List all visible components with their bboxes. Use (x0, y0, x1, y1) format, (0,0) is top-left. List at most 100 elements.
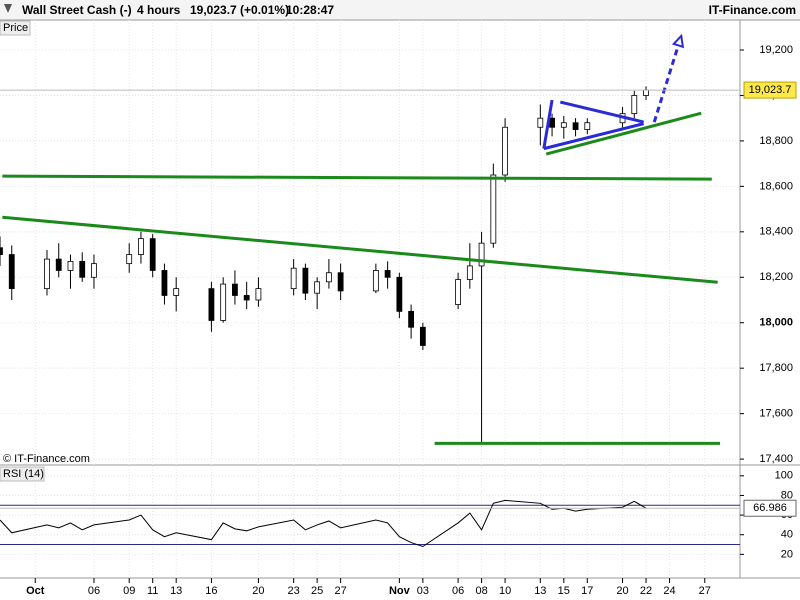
candle-body (302, 267, 309, 294)
x-tick-label: 27 (335, 585, 347, 597)
x-tick-label: 23 (288, 585, 300, 597)
x-tick-label: 25 (311, 585, 323, 597)
candle-body (560, 122, 567, 128)
candle-body (314, 281, 321, 294)
panel-label-box (0, 20, 31, 36)
candle-body (243, 295, 250, 301)
x-tick-label: 16 (205, 585, 217, 597)
interval: 4 hours (137, 3, 181, 17)
x-tick-label: Nov (389, 585, 411, 597)
candle-body (255, 288, 262, 301)
arrow-head (671, 33, 685, 49)
trend-line (652, 35, 683, 123)
y-tick-label: 100 (775, 470, 793, 482)
x-tick-label: 24 (663, 585, 675, 597)
x-tick-label: 03 (417, 585, 429, 597)
x-tick-label: 11 (147, 585, 158, 597)
last-price-label: 19,023.7 (749, 84, 792, 96)
panel-label: RSI (14) (3, 468, 44, 480)
candle-body (384, 270, 391, 278)
y-tick-label: 40 (781, 529, 793, 541)
menu-icon[interactable] (4, 4, 12, 13)
candle-body (8, 254, 15, 290)
candle-body (208, 288, 215, 321)
candle-body (325, 272, 332, 283)
candle-body (0, 247, 3, 255)
trend-line (545, 111, 702, 156)
candle-body (537, 117, 544, 128)
last-price-box (743, 81, 797, 99)
candle-body (549, 117, 555, 128)
candle-body (478, 242, 485, 267)
symbol: Wall Street Cash (-) (22, 3, 132, 17)
quote: 19,023.7 (+0.01%) (190, 3, 289, 17)
candle-body (232, 283, 238, 296)
x-tick-label: 06 (452, 585, 464, 597)
panel-label: Price (3, 22, 28, 34)
y-tick-label: 17,600 (759, 408, 793, 420)
trend-line (559, 100, 645, 124)
trend-line (2, 174, 712, 181)
y-tick-label: 18,000 (759, 317, 793, 329)
trend-line (543, 122, 645, 151)
x-tick-label: 27 (699, 585, 711, 597)
candle-body (290, 267, 297, 290)
candle-body (490, 174, 497, 244)
y-tick-label: 17,400 (759, 453, 793, 465)
watermark: © IT-Finance.com (3, 453, 90, 465)
candle-body (79, 260, 86, 278)
y-tick-label: 18,800 (759, 135, 793, 147)
candle-body (419, 326, 426, 346)
candle-body (372, 270, 379, 292)
x-tick-label: 22 (640, 585, 652, 597)
brand: IT-Finance.com (709, 3, 796, 17)
candle-body (631, 95, 638, 115)
x-tick-label: 06 (88, 585, 100, 597)
candle-body (643, 89, 649, 96)
candle-body (67, 260, 74, 271)
candle-body (138, 238, 144, 255)
candle-body (466, 265, 473, 280)
candle-body (149, 238, 156, 271)
candle-body (173, 288, 180, 296)
panel-label-box (0, 466, 45, 482)
trend-line (542, 99, 554, 149)
candle-body (126, 254, 133, 265)
y-tick-label: 19,200 (759, 44, 793, 56)
candle-body (91, 263, 97, 278)
candle-body (502, 126, 508, 176)
x-tick-label: Oct (26, 585, 45, 597)
rsi-last-label: 66.986 (753, 502, 787, 514)
candle-body (572, 122, 579, 130)
candle-body (44, 258, 50, 290)
header-bar (0, 0, 800, 20)
trend-line (2, 215, 718, 284)
y-tick-label: 18,200 (759, 271, 793, 283)
time: 10:28:47 (286, 3, 334, 17)
y-tick-label: 18,400 (759, 226, 793, 238)
candle-body (584, 122, 591, 130)
x-tick-label: 10 (499, 585, 511, 597)
x-tick-label: 15 (558, 585, 570, 597)
rsi-last-box (743, 499, 797, 517)
candle-body (396, 276, 403, 312)
candle-body (220, 283, 227, 321)
x-tick-label: 13 (170, 585, 182, 597)
x-tick-label: 20 (616, 585, 628, 597)
x-tick-label: 20 (252, 585, 264, 597)
candle-body (161, 270, 168, 296)
x-tick-label: 17 (581, 585, 593, 597)
rsi-line (0, 499, 647, 548)
candle-body (408, 310, 415, 328)
y-tick-label: 17,800 (759, 362, 793, 374)
candle-body (337, 272, 344, 292)
candle-body (55, 258, 62, 271)
y-tick-label: 18,600 (759, 180, 793, 192)
x-tick-label: 08 (475, 585, 487, 597)
y-tick-label: 20 (781, 548, 793, 560)
x-tick-label: 13 (534, 585, 546, 597)
candle-body (455, 279, 461, 305)
x-tick-label: 09 (123, 585, 135, 597)
y-tick-label: 80 (781, 489, 793, 501)
